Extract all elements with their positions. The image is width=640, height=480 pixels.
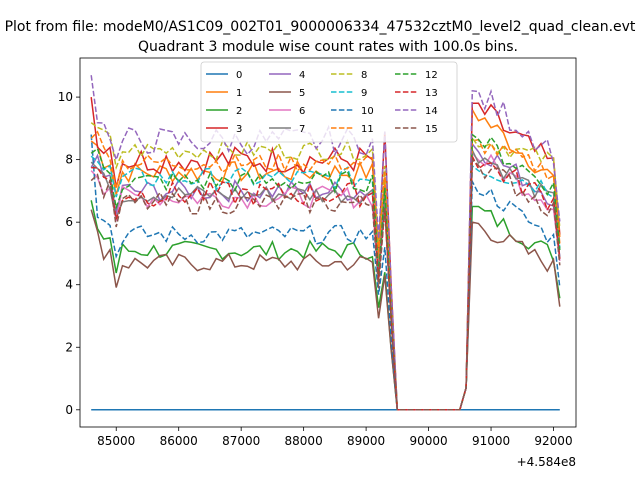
legend-label-6: 6: [299, 106, 305, 117]
legend-label-0: 0: [236, 70, 242, 81]
x-tick-label: 88000: [285, 434, 323, 448]
x-tick-label: 91000: [472, 434, 510, 448]
series-line-3: [90, 97, 561, 411]
chart-title: Quadrant 3 module wise count rates with …: [138, 39, 518, 55]
series-line-15: [90, 157, 561, 411]
series-line-1: [90, 106, 561, 411]
y-tick-label: 6: [65, 215, 73, 229]
y-tick-label: 4: [65, 278, 73, 292]
y-tick-label: 10: [58, 90, 73, 104]
y-tick-label: 2: [65, 340, 73, 354]
series-layer: [90, 75, 561, 411]
legend-label-15: 15: [425, 124, 438, 135]
legend-label-3: 3: [236, 124, 242, 135]
legend-label-13: 13: [425, 88, 438, 99]
legend-label-14: 14: [425, 106, 438, 117]
x-tick-label: 90000: [409, 434, 447, 448]
series-line-5: [90, 209, 561, 411]
legend-frame: [200, 61, 458, 143]
axes-frame: [79, 57, 577, 428]
series-line-12: [90, 133, 561, 411]
legend-label-1: 1: [236, 88, 242, 99]
legend-label-5: 5: [299, 88, 305, 99]
series-line-11: [90, 130, 561, 411]
x-axis-offset-label: +4.584e8: [517, 455, 576, 469]
y-tick-label: 8: [65, 153, 73, 167]
x-tick-label: 89000: [347, 434, 385, 448]
x-tick-label: 85000: [97, 434, 135, 448]
y-tick-label: 0: [65, 403, 73, 417]
x-tick-label: 92000: [534, 434, 572, 448]
legend-label-10: 10: [361, 106, 374, 117]
series-line-7: [90, 149, 561, 411]
x-tick-label: 87000: [222, 434, 260, 448]
series-line-2: [90, 200, 561, 411]
legend-label-2: 2: [236, 106, 242, 117]
x-tick-label: 86000: [160, 434, 198, 448]
series-line-9: [90, 155, 561, 411]
legend-label-4: 4: [299, 70, 305, 81]
legend-label-12: 12: [425, 70, 438, 81]
legend-label-9: 9: [361, 88, 367, 99]
series-line-13: [91, 156, 561, 411]
legend-label-8: 8: [361, 70, 367, 81]
y-axis: 0 2 4 6 8 10: [58, 90, 80, 417]
legend-label-11: 11: [361, 124, 374, 135]
figure-suptitle: Plot from file: modeM0/AS1C09_002T01_900…: [5, 19, 636, 35]
legend-label-7: 7: [299, 124, 305, 135]
series-line-10: [90, 134, 561, 411]
x-axis: 85000 86000 87000 88000 89000 90000 91000 92000: [97, 427, 573, 448]
